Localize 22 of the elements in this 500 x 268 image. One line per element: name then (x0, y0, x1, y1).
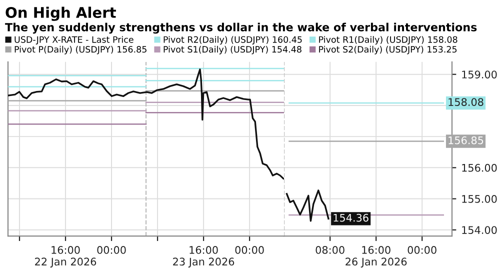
x-tick-label: 08:00 (316, 246, 344, 254)
legend-label: Pivot R1(Daily) (USDJPY) 158.08 (319, 36, 458, 45)
legend-label: Pivot P(Daily) (USDJPY) 156.85 (14, 46, 146, 54)
data-label: 158.08 (448, 98, 484, 106)
legend-label: Pivot R2(Daily) (USDJPY) 160.45 (164, 36, 302, 45)
y-tick-label: 159.00 (462, 70, 497, 78)
legend-label: Pivot S1(Daily) (USDJPY) 154.48 (164, 46, 302, 54)
x-tick-label: 16:00 26 Jan 2026 (346, 246, 407, 268)
data-label: 156.85 (448, 136, 484, 144)
y-tick-label: 156.00 (462, 164, 497, 172)
y-tick-label: 155.00 (462, 195, 497, 203)
legend-label: USD-JPY X-RATE - Last Price (14, 36, 134, 44)
x-tick-label: 00:00 (408, 246, 436, 254)
chart-subtitle: The yen suddenly strengthens vs dollar in the wake of verbal interventions (5, 22, 477, 34)
data-label: 154.36 (334, 214, 368, 222)
x-tick-label: 00:00 (235, 246, 264, 254)
x-tick-label: 16:00 22 Jan 2026 (35, 246, 96, 268)
chart-title: On High Alert (6, 6, 116, 21)
x-tick-label: 16:00 23 Jan 2026 (173, 246, 234, 268)
legend-label: Pivot S2(Daily) (USDJPY) 153.25 (319, 46, 457, 54)
y-tick-label: 154.00 (462, 226, 497, 234)
x-tick-label: 00:00 (97, 246, 126, 254)
